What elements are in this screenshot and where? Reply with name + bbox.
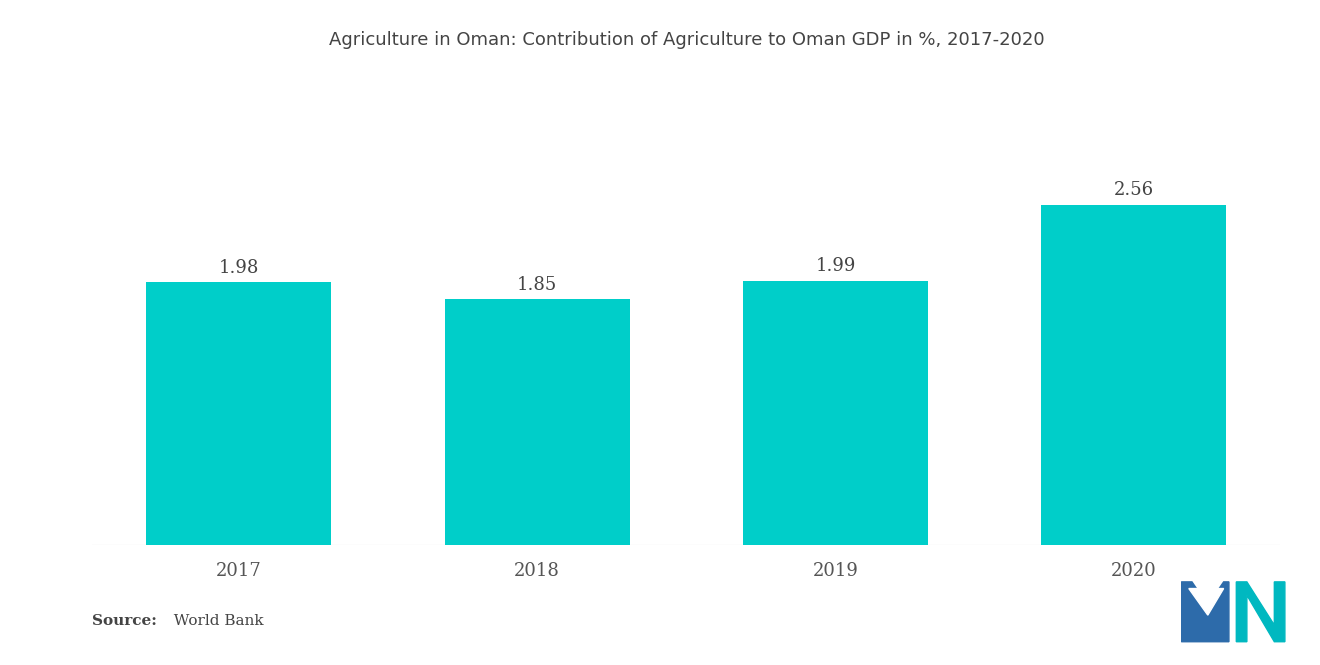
Text: 1.85: 1.85: [517, 276, 557, 294]
Bar: [445, 299, 630, 545]
Polygon shape: [1237, 582, 1284, 642]
Title: Agriculture in Oman: Contribution of Agriculture to Oman GDP in %, 2017-2020: Agriculture in Oman: Contribution of Agr…: [329, 31, 1044, 49]
Text: World Bank: World Bank: [164, 614, 263, 628]
Polygon shape: [1181, 582, 1229, 642]
Bar: [147, 282, 331, 545]
Text: 2.56: 2.56: [1114, 182, 1154, 200]
Text: 1.98: 1.98: [219, 259, 259, 277]
Bar: [1041, 205, 1226, 545]
Text: 1.99: 1.99: [816, 257, 855, 275]
Text: Source:: Source:: [92, 614, 157, 628]
Bar: [743, 281, 928, 545]
Polygon shape: [1189, 589, 1224, 615]
